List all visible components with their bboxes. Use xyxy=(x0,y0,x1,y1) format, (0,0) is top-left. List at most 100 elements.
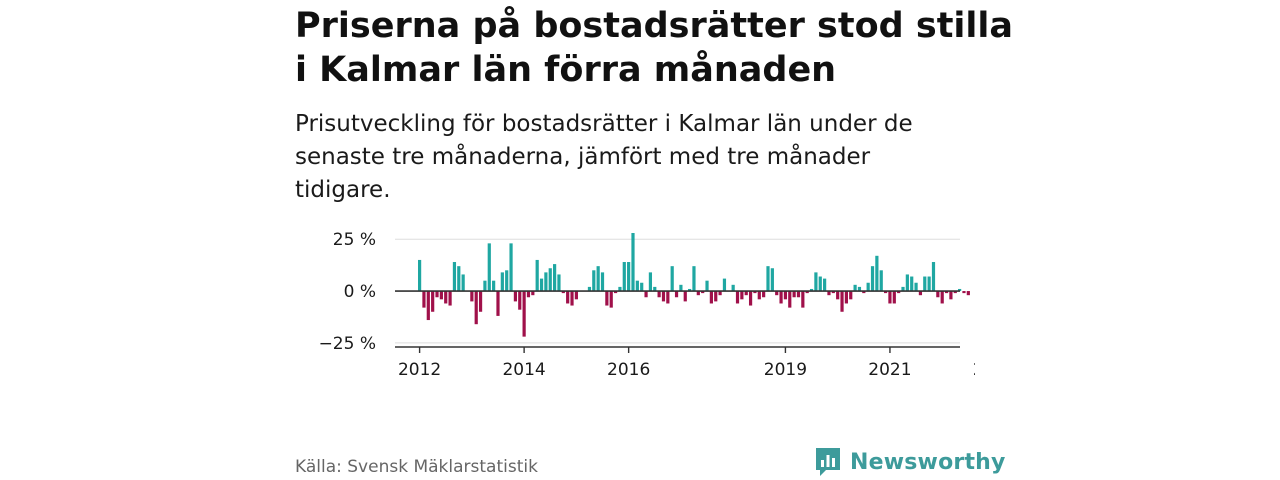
bar xyxy=(770,268,774,292)
bar xyxy=(509,243,513,292)
bar xyxy=(500,272,504,292)
bar xyxy=(644,291,648,298)
bar xyxy=(862,291,866,294)
chart-title: Priserna på bostadsrätter stod stilla i … xyxy=(295,6,1014,90)
bar xyxy=(849,291,853,300)
bar xyxy=(744,291,748,296)
bar xyxy=(570,291,574,306)
bar xyxy=(600,272,605,292)
bar xyxy=(692,266,696,292)
bar xyxy=(474,291,478,325)
bar xyxy=(836,291,840,300)
bar xyxy=(431,291,435,312)
bar xyxy=(888,291,892,304)
bar xyxy=(596,266,600,292)
bar xyxy=(609,291,613,308)
bar-chart: −25 %0 %25 %2012201420162019202120230 % xyxy=(319,230,975,380)
bar xyxy=(592,270,596,292)
bar xyxy=(944,291,949,294)
bar xyxy=(927,276,931,292)
newsworthy-logo: Newsworthy xyxy=(814,446,1006,478)
bar xyxy=(701,291,705,294)
bar xyxy=(618,286,622,292)
bar xyxy=(705,280,709,292)
bar xyxy=(792,291,796,298)
bar xyxy=(875,255,879,292)
x-tick-label: 2012 xyxy=(398,360,441,380)
bar xyxy=(870,266,875,292)
bar xyxy=(879,270,883,292)
bar xyxy=(613,291,618,294)
bar xyxy=(892,291,896,304)
bar xyxy=(883,291,888,294)
bar xyxy=(548,268,552,292)
y-tick-label: 0 % xyxy=(344,282,376,302)
bar xyxy=(718,291,722,296)
bar xyxy=(526,291,531,298)
bar xyxy=(714,291,718,302)
bar xyxy=(775,291,779,296)
bar xyxy=(827,291,831,296)
bar xyxy=(557,274,561,292)
bar xyxy=(657,291,661,298)
bar xyxy=(544,272,548,292)
bar xyxy=(496,291,500,316)
bar xyxy=(779,291,783,304)
newsworthy-logo-text: Newsworthy xyxy=(850,449,1006,475)
bar xyxy=(709,291,713,304)
bar xyxy=(574,291,578,300)
bar xyxy=(553,264,557,292)
bar xyxy=(661,291,666,302)
bar xyxy=(753,291,757,294)
bar xyxy=(539,278,544,292)
bar xyxy=(818,276,822,292)
x-tick-label: 2014 xyxy=(502,360,545,380)
source-text: Källa: Svensk Mäklarstatistik xyxy=(295,457,538,477)
bar xyxy=(561,291,565,294)
bar xyxy=(635,280,639,292)
bar xyxy=(783,291,788,300)
bar xyxy=(958,288,962,292)
bar xyxy=(483,280,487,292)
bar xyxy=(566,291,570,304)
bar xyxy=(505,270,509,292)
bar xyxy=(949,291,953,300)
bar xyxy=(622,262,626,292)
bar xyxy=(740,291,744,300)
bar xyxy=(522,291,526,337)
bar xyxy=(426,291,430,321)
bar xyxy=(953,291,957,294)
bar xyxy=(853,284,857,292)
bar xyxy=(487,243,491,292)
bar xyxy=(422,291,426,308)
bar xyxy=(905,274,909,292)
bar xyxy=(866,282,870,292)
bar xyxy=(788,291,792,308)
bar xyxy=(931,262,936,292)
bar xyxy=(631,233,635,292)
bar xyxy=(840,291,844,312)
bar xyxy=(748,291,753,306)
bar xyxy=(679,284,683,292)
bar xyxy=(531,291,535,296)
newsworthy-logo-icon xyxy=(816,448,840,476)
bar xyxy=(731,284,735,292)
x-tick-label: 2023 xyxy=(973,360,975,380)
bar xyxy=(910,276,914,292)
bar xyxy=(688,288,692,292)
y-tick-label: −25 % xyxy=(319,334,376,354)
bar xyxy=(683,291,687,302)
x-tick-label: 2019 xyxy=(764,360,807,380)
bar xyxy=(897,291,901,294)
bar xyxy=(966,291,970,296)
bar xyxy=(762,291,766,298)
chart-subtitle: Prisutveckling för bostadsrätter i Kalma… xyxy=(295,111,913,203)
bar xyxy=(461,274,465,292)
bar xyxy=(518,291,522,310)
bar xyxy=(923,276,927,292)
bar xyxy=(936,291,940,298)
bar xyxy=(640,282,644,292)
bar xyxy=(814,272,818,292)
bar xyxy=(766,266,770,292)
bar xyxy=(457,266,461,292)
